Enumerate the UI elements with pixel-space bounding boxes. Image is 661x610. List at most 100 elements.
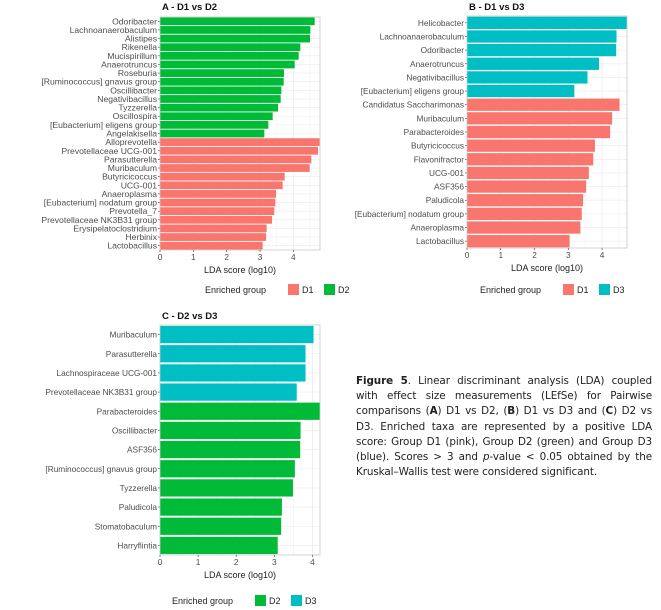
panel-title: C - D2 vs D3 bbox=[162, 311, 217, 322]
category-label: Parasutterella bbox=[106, 349, 158, 359]
x-tick-label: 1 bbox=[191, 252, 196, 262]
legend-label: D1 bbox=[302, 285, 314, 295]
panel-title: B - D1 vs D3 bbox=[469, 2, 524, 13]
category-label: ASF356 bbox=[127, 445, 157, 455]
category-label: Odoribacter bbox=[421, 45, 465, 55]
bar-prevotellaceae-ucg-001 bbox=[160, 146, 318, 155]
bar-lactobacillus bbox=[160, 241, 263, 250]
bar-anaeroplasma bbox=[467, 221, 581, 234]
x-tick-label: 3 bbox=[566, 250, 571, 260]
x-tick-label: 3 bbox=[258, 252, 263, 262]
figure-caption: Figure 5. Linear discriminant analysis (… bbox=[356, 374, 652, 480]
category-label: Oscillospira bbox=[113, 111, 158, 121]
bar-parasutterella bbox=[160, 155, 312, 164]
caption-text: ) D1 vs D3 and ( bbox=[515, 405, 606, 418]
bar-lachnospiraceae-ucg-001 bbox=[160, 364, 306, 382]
caption-text: ) D2 vs D3. Enriched taxa are represente… bbox=[356, 405, 653, 464]
category-label: [Eubacterium] nodatum group bbox=[355, 209, 465, 219]
caption-p: p bbox=[483, 451, 490, 464]
bar-oscillospira bbox=[160, 112, 273, 121]
bar-prevotellaceae-nk3b31-group bbox=[160, 215, 272, 224]
category-label: Tyzzerella bbox=[118, 103, 157, 113]
legend-title: Enriched group bbox=[205, 285, 266, 295]
category-label: Prevotella_7 bbox=[109, 206, 157, 216]
bar-paludicola bbox=[467, 194, 584, 207]
category-label: Odoribacter bbox=[112, 16, 157, 26]
bar-alistipes bbox=[160, 34, 310, 43]
category-label: Herbinix bbox=[125, 232, 157, 242]
bar-lactobacillus bbox=[467, 235, 570, 248]
caption-panel-a: A bbox=[429, 405, 438, 418]
legend-swatch-d2 bbox=[324, 284, 335, 295]
panel-title: A - D1 vs D2 bbox=[162, 2, 217, 13]
category-label: Flavonifractor bbox=[414, 154, 464, 164]
category-label: Negativibacillus bbox=[406, 72, 464, 82]
bar-anaerotruncus bbox=[160, 60, 295, 69]
category-label: Parabacteroides bbox=[97, 406, 157, 416]
category-label: Anaerotruncus bbox=[410, 59, 464, 69]
bar-muribaculum bbox=[160, 325, 314, 344]
legend-swatch-d3 bbox=[291, 595, 302, 606]
panel-a: OdoribacterLachnoanaerobaculumAlistipesR… bbox=[41, 2, 350, 295]
category-label: Mucispirillum bbox=[107, 51, 157, 61]
caption-panel-c: C bbox=[605, 405, 614, 418]
bar--eubacterium-nodatum-group bbox=[160, 198, 276, 207]
x-tick-label: 1 bbox=[196, 557, 201, 567]
bar--eubacterium-eligens-group bbox=[467, 84, 575, 98]
category-label: Candidatus Saccharimonas bbox=[363, 100, 464, 110]
bar-negativibacillus bbox=[160, 95, 281, 103]
category-label: Alistipes bbox=[125, 34, 157, 44]
bar-helicobacter bbox=[467, 16, 627, 29]
category-label: Prevotellaceae NK3B31 group bbox=[45, 387, 157, 397]
bar-paludicola bbox=[160, 498, 282, 516]
bar-anaerotruncus bbox=[467, 57, 599, 70]
bar-oscillibacter bbox=[160, 86, 282, 95]
bar-muribaculum bbox=[160, 164, 310, 172]
x-tick-label: 4 bbox=[310, 557, 315, 567]
bar-angelakisella bbox=[160, 129, 265, 138]
bar-flavonifractor bbox=[467, 153, 594, 166]
bar-odoribacter bbox=[467, 43, 617, 57]
category-label: Paludicola bbox=[426, 195, 465, 205]
bar-candidatus-saccharimonas bbox=[467, 98, 620, 111]
category-label: Anaerotruncus bbox=[101, 59, 157, 69]
x-tick-label: 2 bbox=[532, 250, 537, 260]
legend-swatch-d1 bbox=[563, 284, 574, 295]
bar-tyzzerella bbox=[160, 103, 278, 112]
legend-swatch-d1 bbox=[288, 284, 299, 295]
category-label: Prevotellaceae UCG-001 bbox=[61, 146, 157, 156]
bar-oscillibacter bbox=[160, 421, 301, 440]
bar-parasutterella bbox=[160, 345, 306, 363]
category-label: UCG-001 bbox=[429, 168, 464, 178]
category-label: Angelakisella bbox=[106, 129, 157, 139]
x-axis-label: LDA score (log10) bbox=[511, 263, 583, 273]
bar-odoribacter bbox=[160, 17, 315, 26]
x-tick-label: 2 bbox=[224, 252, 229, 262]
category-label: Butyricicoccus bbox=[411, 141, 464, 151]
bar-roseburia bbox=[160, 69, 284, 77]
category-label: [Eubacterium] nodatum group bbox=[44, 198, 157, 208]
x-axis-label: LDA score (log10) bbox=[204, 265, 276, 275]
category-label: Prevotellaceae NK3B31 group bbox=[41, 215, 157, 225]
x-axis-label: LDA score (log10) bbox=[204, 570, 276, 580]
x-tick-label: 1 bbox=[498, 250, 503, 260]
panel-c: Muribaculum Parasutterella Lachnospiraceae… bbox=[45, 311, 321, 606]
caption-panel-b: B bbox=[507, 405, 516, 418]
category-label: Roseburia bbox=[118, 68, 157, 78]
category-label: Lactobacillus bbox=[107, 241, 157, 251]
legend-label: D2 bbox=[338, 285, 350, 295]
bar-lachnoanaerobaculum bbox=[467, 30, 617, 43]
category-label: Anaeroplasma bbox=[410, 223, 464, 233]
x-tick-label: 2 bbox=[234, 557, 239, 567]
category-label: Lachnoanaerobaculum bbox=[380, 31, 465, 41]
bar-stomatobaculum bbox=[160, 517, 282, 535]
category-label: Tyzzerella bbox=[120, 483, 158, 493]
category-label: Parabacteroides bbox=[404, 127, 464, 137]
category-label: Butyricicoccus bbox=[102, 172, 157, 182]
x-tick-label: 4 bbox=[291, 252, 296, 262]
category-label: Anaeroplasma bbox=[102, 189, 158, 199]
bar-negativibacillus bbox=[467, 71, 588, 84]
x-tick-label: 0 bbox=[158, 557, 163, 567]
x-tick-label: 0 bbox=[158, 252, 163, 262]
